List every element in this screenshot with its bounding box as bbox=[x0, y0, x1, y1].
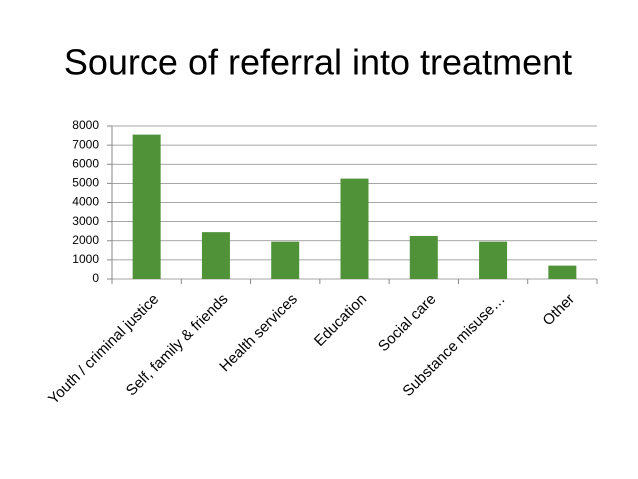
chart-title: Source of referral into treatment bbox=[64, 42, 572, 83]
bar bbox=[340, 178, 369, 279]
y-tick-label: 3000 bbox=[72, 214, 99, 228]
y-tick-label: 8000 bbox=[72, 118, 99, 132]
y-tick-label: 7000 bbox=[72, 137, 99, 151]
y-tick-label: 6000 bbox=[72, 156, 99, 170]
bar bbox=[132, 134, 161, 279]
x-tick-label: Other bbox=[539, 291, 578, 330]
bar bbox=[479, 241, 508, 279]
bar bbox=[548, 265, 577, 279]
bar bbox=[201, 232, 230, 279]
y-tick-label: 1000 bbox=[72, 252, 99, 266]
bar bbox=[409, 235, 438, 279]
x-tick-label: Education bbox=[311, 291, 370, 350]
y-tick-label: 5000 bbox=[72, 176, 99, 190]
bar bbox=[271, 241, 300, 279]
x-tick-label: Social care bbox=[375, 291, 439, 355]
y-tick-label: 2000 bbox=[72, 233, 99, 247]
y-tick-label: 0 bbox=[92, 271, 99, 285]
y-tick-label: 4000 bbox=[72, 195, 99, 209]
x-tick-label: Youth / criminal justice bbox=[45, 291, 162, 408]
